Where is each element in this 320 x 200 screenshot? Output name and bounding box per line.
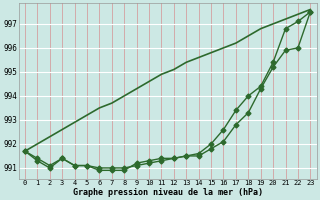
X-axis label: Graphe pression niveau de la mer (hPa): Graphe pression niveau de la mer (hPa) — [73, 188, 263, 197]
